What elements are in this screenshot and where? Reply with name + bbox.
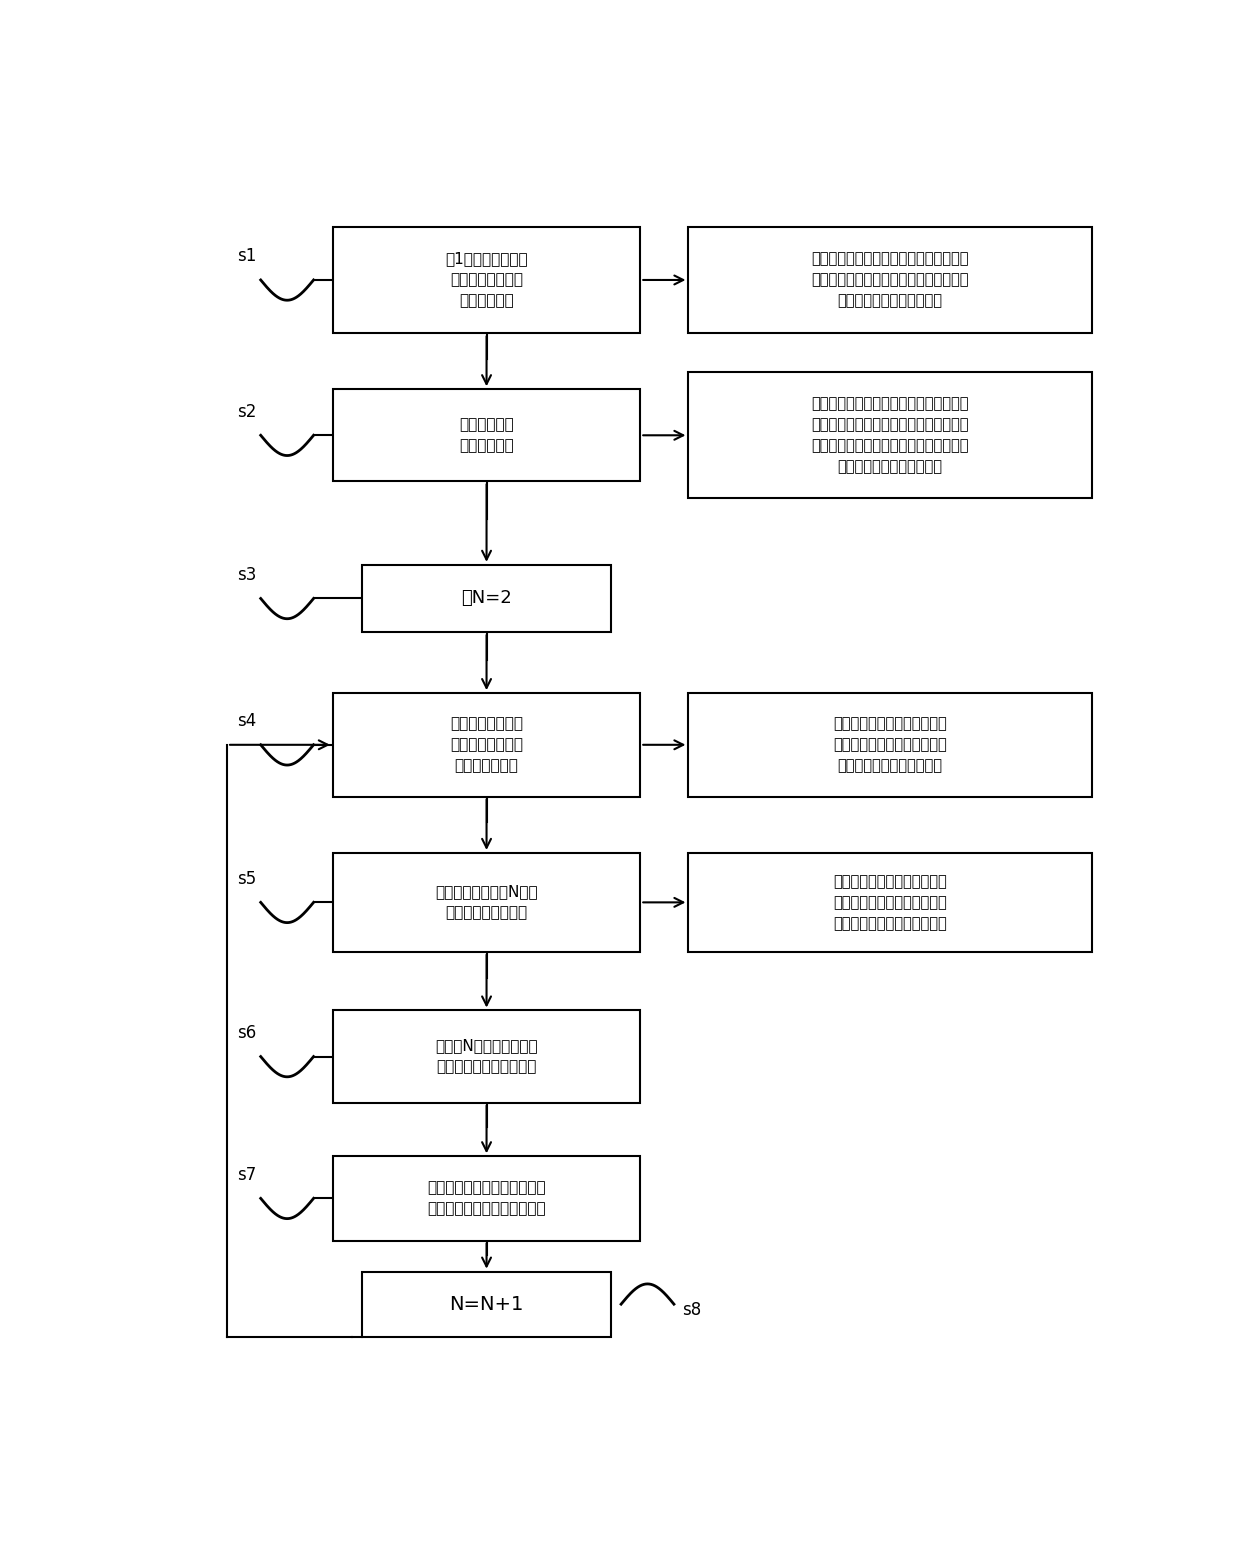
Text: N=N+1: N=N+1 [449, 1295, 523, 1314]
Text: 入模温度、缓凝时间、表面覆
盖厚度、防风范围、管冷温度
与流速、停水时机、拆模时机: 入模温度、缓凝时间、表面覆 盖厚度、防风范围、管冷温度 与流速、停水时机、拆模时… [833, 874, 947, 931]
Text: 混凝土内部与表面温度、混凝土内部与表
面应变、大气温度与风速及辐射条件、管
冷流速温度、混凝土配合比: 混凝土内部与表面温度、混凝土内部与表 面应变、大气温度与风速及辐射条件、管 冷流… [811, 252, 968, 308]
Bar [332, 1156, 640, 1240]
Bar [332, 693, 640, 796]
Text: 以控制参数控制第N块混
凝土结构的施工过程: 以控制参数控制第N块混 凝土结构的施工过程 [435, 884, 538, 920]
Bar [362, 1272, 611, 1337]
Text: 第1块混凝土结构的
现场实测数据和设
计数据的获取: 第1块混凝土结构的 现场实测数据和设 计数据的获取 [445, 252, 528, 308]
Bar [362, 565, 611, 632]
Bar [332, 227, 640, 333]
Text: 令N=2: 令N=2 [461, 590, 512, 607]
Text: 有限元模型迭
代及参数识别: 有限元模型迭 代及参数识别 [459, 418, 513, 454]
Text: s8: s8 [682, 1301, 701, 1318]
Bar [332, 1010, 640, 1103]
Bar [332, 389, 640, 482]
Text: 最高温与环境温差限値、里表
温差限値、表环温差限値、层
间温差限値和降温速率限値: 最高温与环境温差限値、里表 温差限値、表环温差限値、层 间温差限値和降温速率限値 [833, 716, 947, 773]
Text: 获取第N块混凝土结构的
现场实测数据和设计数据: 获取第N块混凝土结构的 现场实测数据和设计数据 [435, 1038, 538, 1074]
Text: s4: s4 [237, 712, 255, 730]
Bar [688, 227, 1092, 333]
Text: s5: s5 [237, 870, 255, 888]
Bar [688, 693, 1092, 796]
Bar [688, 852, 1092, 952]
Bar [332, 852, 640, 952]
Text: s1: s1 [237, 247, 255, 266]
Text: 绵热温升参数、导热系数、水化速率方程
、比热容参数、外覆模板表面对流系数方
程、外露表面对流系数方程、材料收缩发
展曲线、管冷对流系数方程: 绵热温升参数、导热系数、水化速率方程 、比热容参数、外覆模板表面对流系数方 程、… [811, 396, 968, 474]
Text: 根据有限元模型参
数进行有限元计算
，获取控制参数: 根据有限元模型参 数进行有限元计算 ，获取控制参数 [450, 716, 523, 773]
Text: 修正有限元模型参数，迭代获
得本次迭代的有限元模型参数: 修正有限元模型参数，迭代获 得本次迭代的有限元模型参数 [428, 1181, 546, 1217]
Bar [688, 372, 1092, 499]
Text: s6: s6 [237, 1024, 255, 1042]
Text: s7: s7 [237, 1165, 255, 1184]
Text: s2: s2 [237, 402, 255, 421]
Text: s3: s3 [237, 566, 255, 583]
